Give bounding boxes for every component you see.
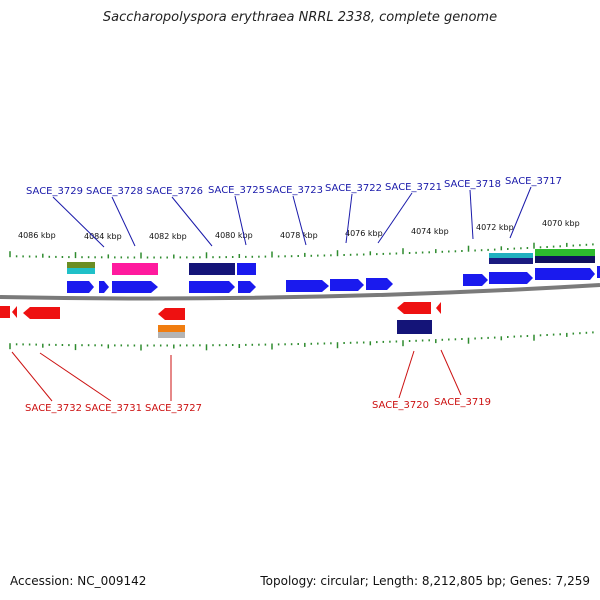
kbp-tick-label: 4084 kbp xyxy=(84,232,122,241)
genome-backbone xyxy=(0,283,600,301)
gene-arrow-forward[interactable] xyxy=(463,274,488,286)
gene-arrow-reverse[interactable] xyxy=(0,306,10,318)
gene-label-forward[interactable]: SACE_3722 xyxy=(325,183,382,194)
leader-line xyxy=(52,196,105,248)
gene-label-forward[interactable]: SACE_3717 xyxy=(505,176,562,187)
gene-arrow-forward[interactable] xyxy=(286,280,329,292)
leader-line xyxy=(171,196,213,247)
feature-bar xyxy=(189,263,235,275)
gene-arrow-reverse[interactable] xyxy=(23,307,60,319)
feature-bar xyxy=(158,325,185,332)
gene-arrow-reverse[interactable] xyxy=(436,302,441,314)
kbp-tick-label: 4072 kbp xyxy=(476,223,514,232)
gene-arrow-forward[interactable] xyxy=(99,281,109,293)
gene-arrow-forward[interactable] xyxy=(112,281,158,293)
leader-line xyxy=(292,195,307,246)
leader-line xyxy=(377,192,413,244)
lower-tick-row xyxy=(9,331,594,351)
kbp-tick-label: 4070 kbp xyxy=(542,219,580,228)
gene-label-forward[interactable]: SACE_3723 xyxy=(266,185,323,196)
feature-bar xyxy=(237,263,256,275)
feature-bar xyxy=(67,268,95,274)
gene-label-reverse[interactable]: SACE_3720 xyxy=(372,400,429,411)
feature-bar xyxy=(535,249,595,256)
accession-text: Accession: NC_009142 xyxy=(10,574,147,588)
gene-arrow-forward[interactable] xyxy=(535,268,595,280)
gene-label-forward[interactable]: SACE_3729 xyxy=(26,186,83,197)
feature-bar xyxy=(67,262,95,268)
reverse-leader-lines xyxy=(11,349,462,402)
leader-line xyxy=(509,186,532,239)
kbp-tick-label: 4082 kbp xyxy=(149,232,187,241)
gene-label-reverse[interactable]: SACE_3732 xyxy=(25,403,82,414)
feature-bar xyxy=(489,253,533,258)
gene-label-forward[interactable]: SACE_3718 xyxy=(444,179,501,190)
forward-leader-lines xyxy=(52,186,532,248)
forward-labels: SACE_3729 SACE_3728 SACE_3726 SACE_3725 … xyxy=(26,176,562,197)
genome-summary: Topology: circular; Length: 8,212,805 bp… xyxy=(260,574,590,588)
feature-bar xyxy=(158,332,185,338)
leader-line xyxy=(469,189,474,240)
reverse-genes xyxy=(0,302,441,338)
gene-arrow-forward[interactable] xyxy=(67,281,94,293)
kbp-tick-label: 4078 kbp xyxy=(280,231,318,240)
leader-line xyxy=(345,193,353,244)
reverse-labels: SACE_3732 SACE_3731 SACE_3727 SACE_3720 … xyxy=(25,397,491,414)
kbp-scale: 4086 kbp 4084 kbp 4082 kbp 4080 kbp 4078… xyxy=(18,219,580,241)
feature-bar xyxy=(489,258,533,264)
leader-line xyxy=(111,196,136,247)
leader-line xyxy=(440,349,462,396)
gene-label-forward[interactable]: SACE_3721 xyxy=(385,182,442,193)
gene-arrow-reverse[interactable] xyxy=(12,306,17,318)
feature-bar xyxy=(397,320,432,334)
map-title: Saccharopolyspora erythraea NRRL 2338, c… xyxy=(102,10,498,25)
gene-arrow-forward[interactable] xyxy=(489,272,533,284)
leader-line xyxy=(39,352,112,402)
leader-line xyxy=(234,195,247,246)
feature-bar xyxy=(112,263,158,275)
feature-bar xyxy=(535,256,595,263)
gene-label-forward[interactable]: SACE_3726 xyxy=(146,186,203,197)
kbp-tick-label: 4074 kbp xyxy=(411,227,449,236)
gene-arrow-forward[interactable] xyxy=(238,281,256,293)
kbp-tick-label: 4086 kbp xyxy=(18,231,56,240)
gene-label-forward[interactable]: SACE_3725 xyxy=(208,185,265,196)
gene-label-reverse[interactable]: SACE_3719 xyxy=(434,397,491,408)
upper-tick-row xyxy=(9,242,594,259)
gene-arrow-forward[interactable] xyxy=(189,281,235,293)
gene-arrow-reverse[interactable] xyxy=(397,302,431,314)
kbp-tick-label: 4076 kbp xyxy=(345,229,383,238)
kbp-tick-label: 4080 kbp xyxy=(215,231,253,240)
gene-label-forward[interactable]: SACE_3728 xyxy=(86,186,143,197)
gene-arrow-forward[interactable] xyxy=(597,266,600,278)
gene-label-reverse[interactable]: SACE_3727 xyxy=(145,403,202,414)
leader-line xyxy=(11,351,53,402)
gene-arrow-forward[interactable] xyxy=(330,279,364,291)
gene-arrow-reverse[interactable] xyxy=(158,308,185,320)
gene-arrow-forward[interactable] xyxy=(366,278,393,290)
forward-genes xyxy=(67,249,600,293)
leader-line xyxy=(398,350,415,399)
gene-label-reverse[interactable]: SACE_3731 xyxy=(85,403,142,414)
